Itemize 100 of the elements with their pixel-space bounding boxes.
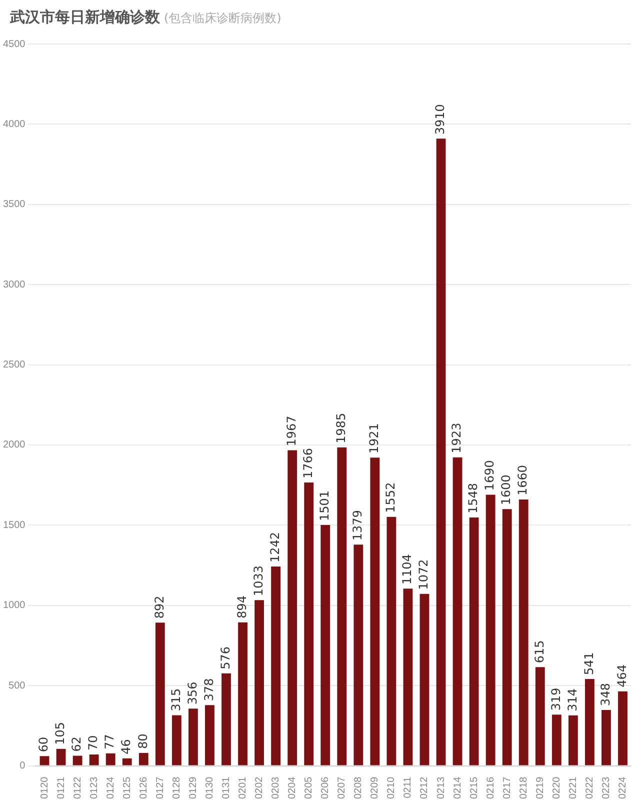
bar: [155, 622, 165, 766]
bar: [568, 715, 578, 766]
y-tick-label: 4500: [2, 38, 26, 50]
bar: [602, 710, 611, 766]
data-label: 70: [86, 735, 100, 751]
data-label: 105: [53, 722, 68, 745]
data-label: 1242: [268, 532, 282, 563]
x-tick-label: 0204: [287, 776, 298, 800]
data-label: 1033: [251, 566, 266, 596]
chart-title: 武汉市每日新增确诊数: [10, 8, 160, 26]
data-label: 1379: [350, 510, 365, 541]
x-tick-label: 0127: [154, 776, 166, 800]
y-tick-label: 2500: [2, 360, 26, 371]
x-tick-label: 0128: [171, 776, 182, 800]
data-label: 615: [532, 640, 546, 664]
x-tick-label: 0205: [304, 776, 315, 800]
bar: [205, 705, 214, 766]
x-tick-label: 0208: [353, 776, 364, 800]
x-tick-label: 0224: [617, 776, 628, 800]
x-tick-label: 0217: [502, 776, 513, 800]
bar: [320, 525, 330, 766]
data-label: 62: [70, 736, 84, 752]
x-tick-label: 0129: [188, 776, 199, 800]
bar: [40, 756, 50, 766]
bar: [254, 600, 264, 766]
data-label: 46: [119, 739, 134, 754]
bar: [420, 594, 430, 766]
data-label: 348: [598, 683, 612, 706]
x-tick-label: 0221: [568, 776, 579, 800]
data-label: 1985: [334, 412, 348, 444]
bar: [172, 715, 182, 766]
y-tick-label: 1000: [2, 600, 26, 612]
bar: [222, 673, 231, 766]
bar: [188, 708, 198, 766]
data-label: 60: [36, 736, 51, 752]
bar: [403, 588, 413, 766]
bar: [502, 509, 512, 766]
bar: [106, 753, 116, 766]
bar: [56, 748, 66, 766]
x-tick-label: 0202: [254, 776, 266, 800]
x-tick-label: 0216: [485, 776, 496, 800]
x-tick-label: 0223: [600, 776, 612, 800]
data-label: 319: [548, 688, 563, 711]
data-label: 1501: [317, 490, 332, 522]
bar: [370, 458, 380, 766]
x-tick-label: 0124: [105, 776, 116, 800]
x-tick-label: 0131: [220, 776, 232, 800]
x-tick-label: 0220: [551, 776, 562, 800]
data-label: 894: [234, 595, 249, 618]
data-label: 1660: [516, 464, 530, 496]
y-tick-label: 3000: [2, 279, 26, 290]
x-tick-label: 0206: [320, 776, 332, 800]
data-label: 1600: [499, 474, 514, 506]
data-label: 1921: [367, 423, 382, 454]
x-tick-label: 0219: [534, 776, 546, 800]
bar: [436, 138, 446, 766]
data-label: 1104: [400, 554, 414, 585]
x-tick-label: 0125: [122, 776, 133, 800]
x-tick-label: 0121: [56, 776, 67, 800]
bar: [452, 457, 462, 766]
bar: [72, 756, 82, 766]
x-tick-label: 0212: [419, 776, 430, 800]
bar: [518, 500, 528, 766]
bar: [288, 450, 298, 766]
x-tick-label: 0209: [370, 776, 381, 800]
x-tick-label: 0130: [204, 776, 216, 800]
bar: [535, 667, 545, 766]
y-tick-label: 3500: [2, 199, 26, 210]
bar: [618, 691, 628, 766]
bar: [238, 622, 248, 766]
bar: [354, 544, 364, 766]
data-label: 1072: [416, 559, 431, 590]
bar: [584, 678, 594, 766]
x-tick-label: 0215: [468, 776, 480, 800]
data-label: 315: [168, 688, 183, 712]
data-label: 1552: [384, 482, 398, 513]
bar: [337, 447, 347, 766]
data-label: 1690: [482, 460, 497, 491]
data-label: 464: [614, 664, 629, 688]
bar: [304, 482, 314, 766]
y-tick-label: 1500: [2, 520, 26, 531]
data-label: 892: [152, 596, 166, 619]
bar: [552, 714, 562, 766]
x-tick-label: 0122: [72, 776, 84, 800]
x-tick-label: 0201: [238, 776, 249, 800]
y-tick-label: 4000: [2, 118, 26, 130]
x-tick-label: 0203: [270, 776, 282, 800]
data-label: 378: [202, 678, 216, 702]
bar: [138, 752, 148, 766]
x-tick-label: 0207: [336, 776, 348, 800]
x-tick-label: 0210: [386, 776, 398, 800]
x-tick-label: 0123: [88, 776, 100, 800]
chart-subtitle: (包含临床诊断病例数): [164, 11, 282, 25]
x-tick-label: 0126: [138, 776, 150, 800]
x-tick-label: 0222: [584, 776, 596, 800]
y-tick-label: 2000: [2, 440, 26, 451]
data-label: 576: [218, 646, 232, 670]
data-label: 1766: [300, 448, 315, 479]
data-label: 1967: [284, 416, 298, 446]
data-label: 1548: [466, 482, 480, 514]
